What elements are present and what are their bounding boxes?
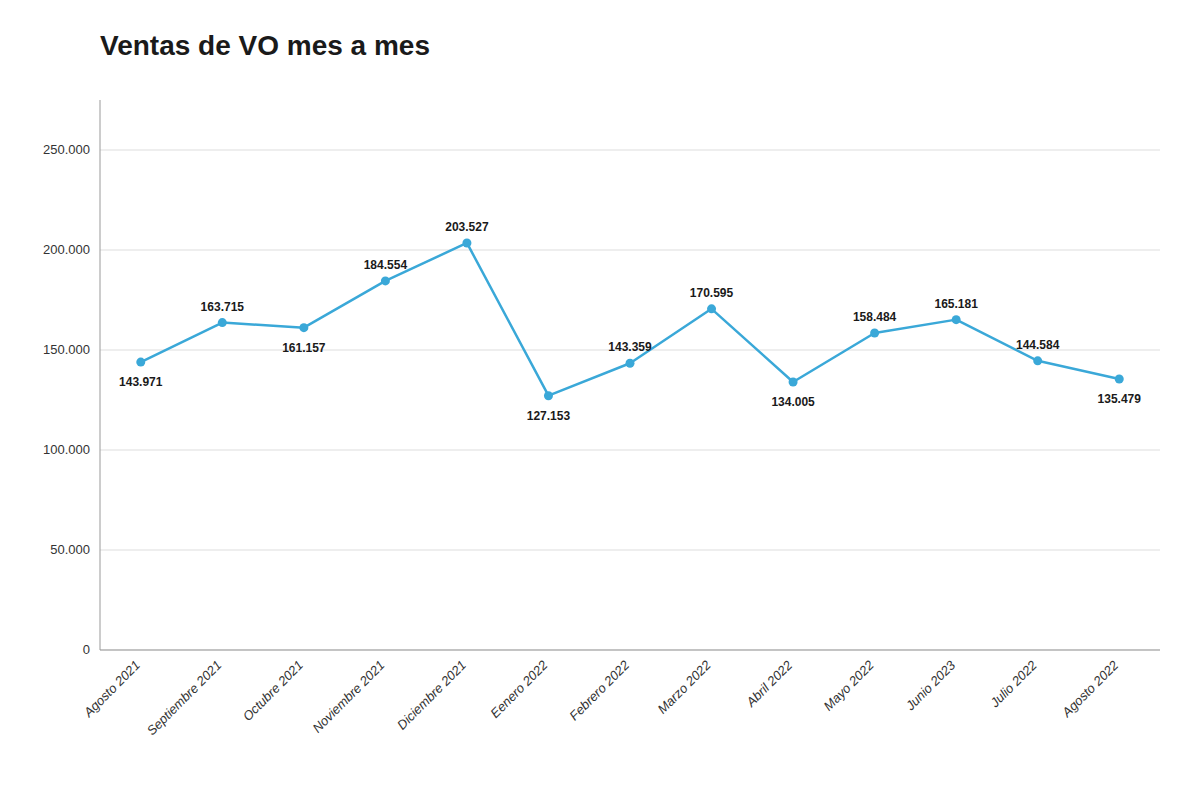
- x-tick-label: Febrero 2022: [566, 657, 632, 723]
- x-tick-label: Septiembre 2021: [144, 658, 225, 739]
- data-label: 143.971: [119, 375, 163, 389]
- point: [952, 315, 961, 324]
- point: [136, 358, 145, 367]
- x-tick-label: Octubre 2021: [240, 658, 306, 724]
- x-tick-label: Marzo 2022: [655, 657, 715, 717]
- data-label: 184.554: [364, 258, 408, 272]
- point: [626, 359, 635, 368]
- y-tick-label: 200.000: [43, 242, 90, 257]
- point: [218, 318, 227, 327]
- grid-line: [100, 250, 1160, 251]
- grid-line: [100, 450, 1160, 451]
- plot-area: [136, 238, 1123, 400]
- point: [544, 391, 553, 400]
- point: [1115, 375, 1124, 384]
- x-tick-label: Eenero 2022: [487, 657, 551, 721]
- y-tick-label: 100.000: [43, 442, 90, 457]
- y-tick-label: 150.000: [43, 342, 90, 357]
- x-axis-line: [100, 650, 1160, 651]
- y-tick-label: 0: [83, 642, 90, 657]
- y-tick-label: 50.000: [50, 542, 90, 557]
- x-tick-label: Abril 2022: [742, 657, 795, 710]
- data-label: 203.527: [445, 220, 489, 234]
- x-axis: Agosto 2021Septiembre 2021Octubre 2021No…: [80, 657, 1122, 738]
- data-label: 163.715: [201, 300, 245, 314]
- line: [141, 243, 1119, 396]
- y-tick-label: 250.000: [43, 142, 90, 157]
- x-tick-label: Mayo 2022: [821, 657, 878, 714]
- data-label: 134.005: [771, 395, 815, 409]
- chart-container: Ventas de VO mes a mes 0 50.000 100.000 150.…: [0, 0, 1200, 800]
- data-labels: 143.971 163.715 161.157 184.554 203.527 127.1…: [119, 220, 1141, 423]
- data-label: 161.157: [282, 341, 326, 355]
- x-tick-label: Noviembre 2021: [309, 658, 387, 736]
- data-label: 165.181: [934, 297, 978, 311]
- data-label: 127.153: [527, 409, 571, 423]
- data-label: 144.584: [1016, 338, 1060, 352]
- point: [1033, 356, 1042, 365]
- data-label: 158.484: [853, 310, 897, 324]
- point: [381, 276, 390, 285]
- grid-line: [100, 650, 1160, 651]
- point: [299, 323, 308, 332]
- point: [707, 304, 716, 313]
- x-tick-label: Agosto 2021: [80, 658, 143, 721]
- chart-title: Ventas de VO mes a mes: [100, 30, 430, 61]
- x-tick-label: Julio 2022: [987, 657, 1041, 711]
- y-axis: 0 50.000 100.000 150.000 200.000 250.000: [43, 142, 1160, 657]
- point: [870, 329, 879, 338]
- point: [462, 238, 471, 247]
- x-tick-label: Diciembre 2021: [394, 658, 469, 733]
- x-tick-label: Agosto 2022: [1058, 657, 1121, 720]
- point: [789, 377, 798, 386]
- data-label: 135.479: [1098, 392, 1142, 406]
- chart-svg: Ventas de VO mes a mes 0 50.000 100.000 150.…: [0, 0, 1200, 800]
- grid-line: [100, 150, 1160, 151]
- y-axis-line: [100, 100, 101, 650]
- data-label: 170.595: [690, 286, 734, 300]
- grid-line: [100, 550, 1160, 551]
- data-label: 143.359: [608, 340, 652, 354]
- x-tick-label: Junio 2023: [902, 657, 959, 714]
